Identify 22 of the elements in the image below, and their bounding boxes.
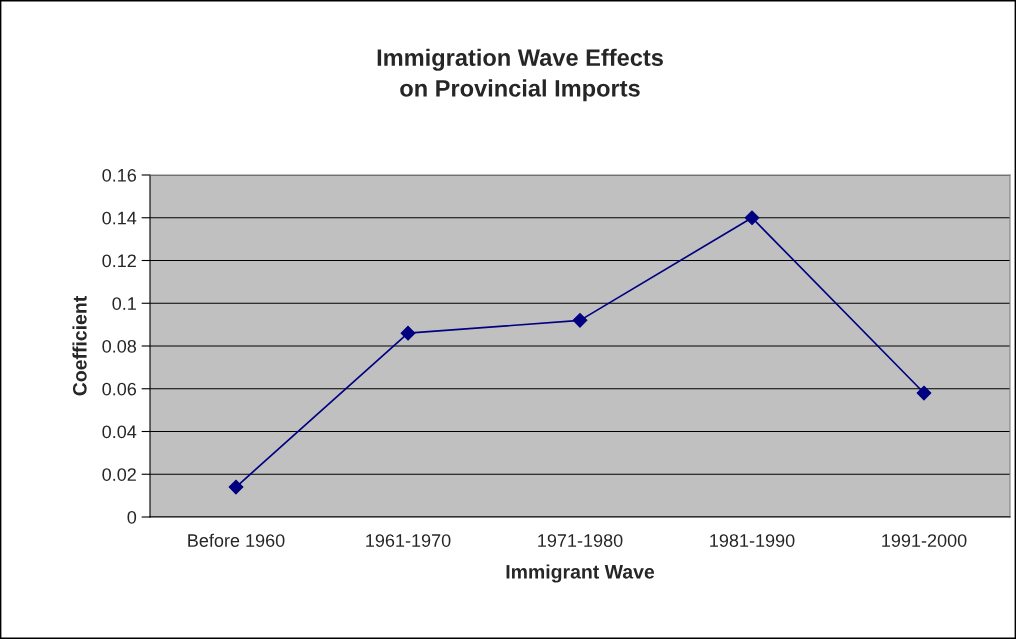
x-tick-label: Before 1960 (188, 533, 285, 547)
y-tick-label: 0 (127, 510, 137, 524)
y-tick-label: 0.06 (102, 382, 137, 396)
y-axis-title: Coefficient (72, 296, 87, 396)
y-tick-label: 0.12 (102, 254, 136, 268)
y-tick-label: 0.16 (102, 168, 137, 182)
x-tick-label: 1981-1990 (710, 534, 795, 547)
chart-title: Immigration Wave Effects on Provincial Imports (377, 48, 663, 102)
y-tick-label: 0.02 (102, 468, 136, 481)
point (744, 210, 760, 226)
y-tick-label: 0.14 (102, 211, 137, 225)
y-tick-label: 0.08 (102, 339, 137, 353)
point (572, 312, 588, 328)
y-tick-label: 0.1 (112, 297, 136, 310)
x-tick-label: 1971-1980 (538, 534, 623, 547)
point (400, 325, 416, 341)
x-tick-label: 1991-2000 (882, 534, 967, 547)
point (228, 479, 244, 495)
x-axis-title: Immigrant Wave (506, 564, 655, 583)
point (916, 385, 932, 401)
x-tick-label: 1961-1970 (366, 534, 451, 547)
y-tick-label: 0.04 (102, 425, 137, 439)
